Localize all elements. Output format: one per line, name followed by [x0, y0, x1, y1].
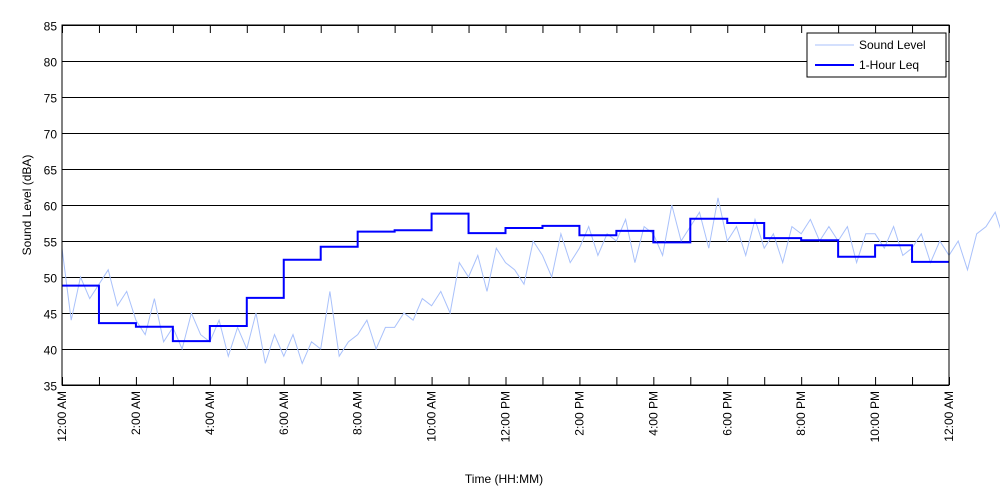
y-tick-label: 55 — [44, 236, 58, 250]
legend-box — [806, 32, 947, 78]
legend-label-leq: 1-Hour Leq — [859, 58, 919, 72]
y-tick-label: 60 — [44, 200, 58, 214]
x-tick-label: 8:00 AM — [351, 391, 365, 435]
x-tick-label: 2:00 PM — [572, 391, 586, 436]
y-tick-label: 70 — [44, 128, 58, 142]
x-tick-label: 12:00 PM — [499, 391, 513, 442]
x-tick-label: 4:00 AM — [203, 391, 217, 435]
legend-label-sound-level: Sound Level — [859, 38, 926, 52]
x-tick-label: 6:00 AM — [277, 391, 291, 435]
sound-level-line — [61, 197, 1000, 365]
x-tick-label: 12:00 AM — [942, 391, 956, 442]
y-tick-label: 80 — [44, 56, 58, 70]
y-tick-label: 65 — [44, 164, 58, 178]
series-group — [61, 197, 1000, 365]
leq-step-line — [62, 212, 949, 343]
x-tick-label: 10:00 AM — [425, 391, 439, 442]
x-tick-label: 8:00 PM — [794, 391, 808, 436]
y-axis-label: Sound Level (dBA) — [20, 155, 34, 256]
y-axis-ticks: 35 40 45 50 55 60 65 70 75 80 85 — [44, 20, 58, 394]
x-tick-label: 2:00 AM — [129, 391, 143, 435]
y-tick-label: 75 — [44, 92, 58, 106]
y-tick-label: 35 — [44, 380, 58, 394]
y-tick-label: 45 — [44, 308, 58, 322]
plot-frame — [61, 24, 950, 386]
x-tick-label: 4:00 PM — [646, 391, 660, 436]
x-axis-ticks: 12:00 AM 2:00 AM 4:00 AM 6:00 AM 8:00 AM 10:0… — [55, 25, 956, 442]
y-tick-label: 40 — [44, 344, 58, 358]
x-tick-label: 10:00 PM — [868, 391, 882, 442]
y-tick-label: 85 — [44, 20, 58, 34]
y-tick-label: 50 — [44, 272, 58, 286]
grid-lines — [62, 25, 949, 386]
x-tick-label: 6:00 PM — [720, 391, 734, 436]
x-tick-label: 12:00 AM — [55, 391, 69, 442]
x-axis-label: Time (HH:MM) — [465, 472, 543, 486]
legend: Sound Level 1-Hour Leq — [806, 32, 947, 78]
